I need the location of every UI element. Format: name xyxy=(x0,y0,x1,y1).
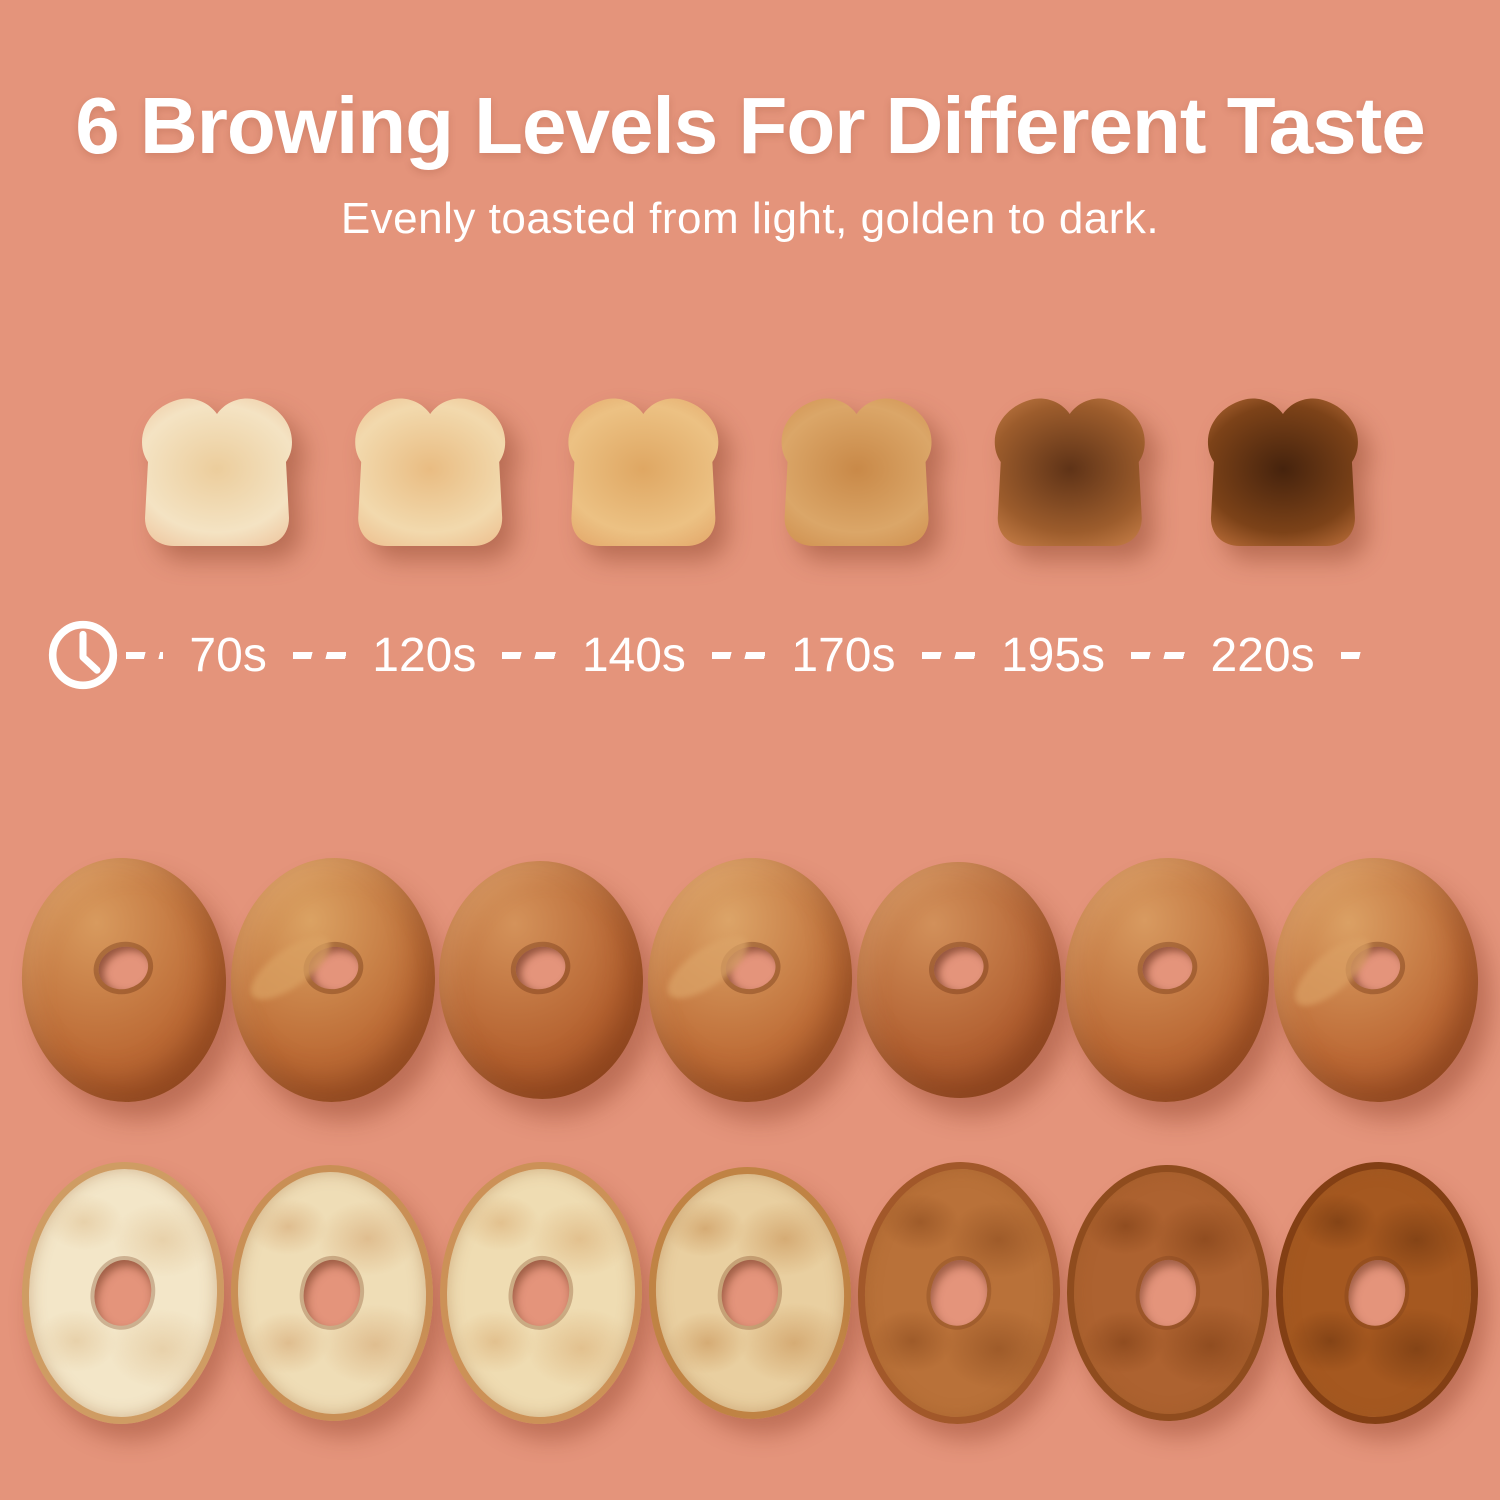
dash-line xyxy=(1340,651,1371,659)
dash-line xyxy=(921,651,975,659)
bagel-half-4 xyxy=(642,1161,858,1425)
dash-line xyxy=(292,651,347,659)
toast-slices-row xyxy=(0,392,1500,552)
toast-slice-level-6 xyxy=(1198,392,1368,552)
bagel-hole xyxy=(511,941,571,995)
time-label-170s: 170s xyxy=(791,628,896,682)
bagel-top-3 xyxy=(435,857,648,1103)
bagel-half-3 xyxy=(437,1160,645,1426)
dash-line xyxy=(711,651,766,659)
bagel-hole xyxy=(716,1255,784,1331)
bagel-hole xyxy=(722,943,779,993)
bagel-hole xyxy=(304,942,362,993)
bagel-half-7 xyxy=(1271,1158,1483,1428)
time-label-70s: 70s xyxy=(189,628,267,682)
bagel-hole xyxy=(505,1253,577,1333)
toast-slice-shape xyxy=(985,392,1155,552)
dash-line xyxy=(1131,651,1185,659)
bagel-tops-row xyxy=(0,852,1500,1108)
toast-slice-shape xyxy=(1198,392,1368,552)
bagel-hole xyxy=(1139,942,1196,993)
bagel-hole xyxy=(93,941,153,995)
bagel-hole xyxy=(297,1254,367,1332)
bagel-hole xyxy=(1345,941,1405,995)
bagel-half-6 xyxy=(1064,1163,1272,1423)
bagel-hole xyxy=(922,1253,996,1333)
bagel-half-1 xyxy=(17,1158,229,1428)
bagel-top-7 xyxy=(1267,852,1485,1108)
bagel-hole xyxy=(1340,1253,1414,1333)
header: 6 Browing Levels For Different Taste Eve… xyxy=(0,0,1500,244)
time-label-195s: 195s xyxy=(1000,628,1106,682)
toast-slice-shape xyxy=(772,392,942,552)
toasting-time-line: 70s 120s 140s 170s 195s 220s xyxy=(0,616,1500,694)
page-subtitle: Evenly toasted from light, golden to dar… xyxy=(340,194,1160,243)
time-label-140s: 140s xyxy=(581,628,686,682)
toast-slice-shape xyxy=(132,392,302,552)
bagel-half-2 xyxy=(226,1161,438,1425)
bagel-half-5 xyxy=(853,1158,1065,1428)
toast-slice-shape xyxy=(345,392,515,552)
time-label-220s: 220s xyxy=(1210,628,1315,682)
clock-icon xyxy=(44,616,122,694)
bagel-hole xyxy=(86,1253,160,1333)
bagel-halves-row xyxy=(0,1158,1500,1428)
dash-line xyxy=(126,651,164,659)
toast-slice-shape xyxy=(558,392,728,552)
bagel-hole xyxy=(1133,1254,1203,1332)
bagel-hole xyxy=(929,942,988,995)
time-label-120s: 120s xyxy=(372,628,477,682)
page-title: 6 Browing Levels For Different Taste xyxy=(75,81,1425,170)
toast-slice-level-5 xyxy=(985,392,1155,552)
toast-slice-level-4 xyxy=(772,392,942,552)
bagel-top-5 xyxy=(854,860,1063,1100)
bagel-top-2 xyxy=(226,854,439,1106)
toast-slice-level-1 xyxy=(132,392,302,552)
toast-slice-level-3 xyxy=(558,392,728,552)
bagel-top-1 xyxy=(15,852,233,1108)
toast-slice-level-2 xyxy=(345,392,515,552)
bagel-top-4 xyxy=(641,852,859,1108)
bagel-top-6 xyxy=(1061,854,1274,1106)
dash-line xyxy=(502,651,556,659)
